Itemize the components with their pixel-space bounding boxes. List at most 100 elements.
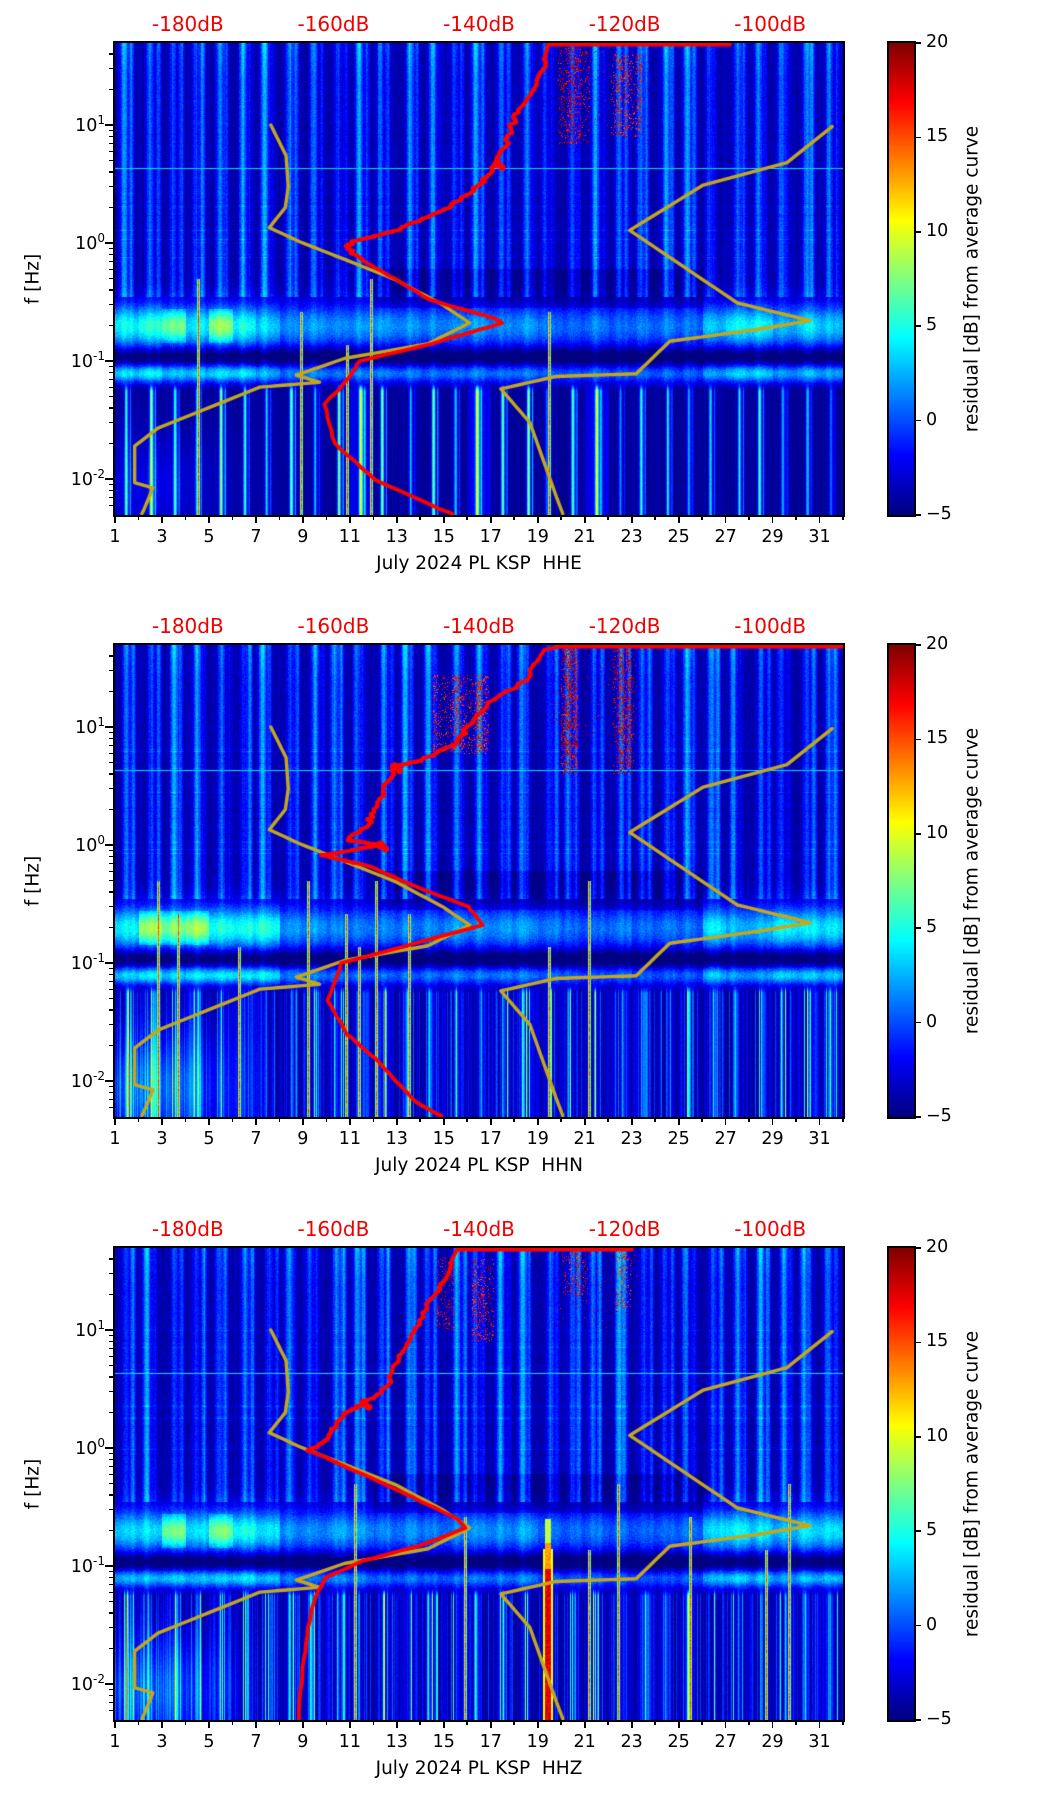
y-minor-tick [109, 159, 114, 162]
x-minor-tick [278, 515, 281, 520]
x-minor-tick [325, 1720, 328, 1725]
x-minor-tick [278, 1117, 281, 1122]
y-minor-tick [109, 1473, 114, 1475]
y-axis-title-hhz: f [Hz] [22, 1458, 44, 1510]
x-minor-tick [231, 1720, 234, 1725]
y-tick-label: 100 [75, 1436, 105, 1459]
y-minor-tick [109, 142, 114, 144]
y-minor-tick [109, 1376, 114, 1378]
x-tick-label: 9 [297, 527, 309, 547]
x-tick-label: 23 [620, 1129, 643, 1149]
y-major-tick [105, 1683, 113, 1685]
colorbar-canvas-hhn [889, 645, 914, 1117]
y-minor-tick [109, 489, 114, 492]
x-minor-tick [278, 1720, 281, 1725]
y-tick-label: 10-1 [70, 349, 105, 372]
colorbar-tick [914, 644, 921, 646]
colorbar-title-hhz: residual [dB] from average curve [961, 1330, 983, 1638]
colorbar-canvas-hhz [889, 1248, 914, 1720]
x-major-tick [536, 515, 539, 523]
y-minor-tick [109, 773, 114, 775]
x-tick-label: 17 [479, 1129, 502, 1149]
y-major-tick [105, 478, 113, 480]
x-major-tick [677, 515, 680, 523]
x-minor-tick [184, 515, 187, 520]
colorbar-tick-label: 0 [926, 1011, 938, 1032]
colorbar-tick [914, 1116, 921, 1118]
colorbar-tick [914, 325, 921, 328]
colorbar-tick-label: −5 [926, 1709, 952, 1729]
y-minor-tick [109, 1612, 114, 1614]
top-db-tick-label: -180dB [151, 614, 224, 638]
x-major-tick [818, 515, 821, 523]
colorbar-tick [914, 738, 921, 741]
y-minor-tick [109, 504, 114, 506]
y-minor-tick [109, 496, 114, 498]
top-db-tick-label: -180dB [151, 1217, 224, 1241]
x-tick-label: 27 [714, 1732, 737, 1752]
x-minor-tick [372, 1117, 375, 1122]
colorbar-tick-label: 10 [926, 220, 949, 241]
x-tick-label: 27 [714, 527, 737, 547]
x-tick-label: 29 [761, 1732, 784, 1752]
y-tick-label: 101 [75, 113, 105, 136]
y-major-tick [105, 1080, 113, 1082]
colorbar-tick-label: 10 [926, 822, 949, 843]
x-minor-tick [184, 1117, 187, 1122]
x-minor-tick [842, 1720, 844, 1725]
y-minor-tick [109, 1411, 114, 1414]
y-tick-label: 10-2 [70, 1069, 105, 1092]
y-minor-tick [109, 808, 114, 811]
y-minor-tick [109, 1044, 114, 1047]
y-minor-tick [109, 1364, 114, 1367]
y-minor-tick [109, 1085, 114, 1087]
y-major-tick [105, 844, 113, 846]
x-minor-tick [560, 515, 563, 520]
x-tick-label: 11 [338, 527, 361, 547]
y-minor-tick [109, 1340, 114, 1343]
colorbar-tick-label: 0 [926, 409, 938, 430]
y-minor-tick [109, 53, 114, 55]
x-major-tick [771, 1117, 774, 1125]
x-tick-label: 21 [573, 1129, 596, 1149]
y-major-tick [105, 1565, 113, 1567]
colorbar-tick-label: 20 [926, 1237, 949, 1257]
x-tick-label: 31 [808, 1732, 831, 1752]
colorbar-tick-label: 20 [926, 32, 949, 52]
x-major-tick [771, 1720, 774, 1728]
y-minor-tick [109, 260, 114, 262]
x-major-tick [255, 1117, 257, 1125]
x-minor-tick [607, 1117, 610, 1122]
y-minor-tick [109, 253, 114, 256]
x-minor-tick [842, 515, 844, 520]
y-minor-tick [109, 386, 114, 388]
y-minor-tick [109, 324, 114, 327]
x-tick-label: 19 [526, 527, 549, 547]
spectrogram-canvas-hhz [115, 1248, 843, 1720]
y-minor-tick [109, 737, 114, 740]
x-tick-label: 21 [573, 527, 596, 547]
x-tick-label: 29 [761, 1129, 784, 1149]
colorbar-tick [914, 1341, 921, 1344]
x-minor-tick [748, 1720, 750, 1725]
x-tick-label: 13 [385, 1732, 408, 1752]
x-major-tick [442, 515, 445, 523]
colorbar-canvas-hhe [889, 43, 914, 515]
x-major-tick [114, 1117, 116, 1125]
x-minor-tick [513, 515, 516, 520]
x-minor-tick [325, 515, 328, 520]
x-minor-tick [184, 1720, 187, 1725]
y-minor-tick [109, 788, 114, 790]
x-tick-label: 7 [250, 527, 262, 547]
x-tick-label: 27 [714, 1129, 737, 1149]
x-major-tick [349, 1720, 351, 1728]
y-minor-tick [109, 289, 114, 291]
x-tick-label: 5 [203, 1732, 215, 1752]
x-major-tick [677, 1720, 680, 1728]
spectrogram-plot-hhn [113, 643, 845, 1119]
y-minor-tick [109, 422, 114, 424]
x-tick-label: 5 [203, 527, 215, 547]
x-minor-tick [701, 515, 703, 520]
x-major-tick [114, 1720, 116, 1728]
x-major-tick [536, 1720, 539, 1728]
